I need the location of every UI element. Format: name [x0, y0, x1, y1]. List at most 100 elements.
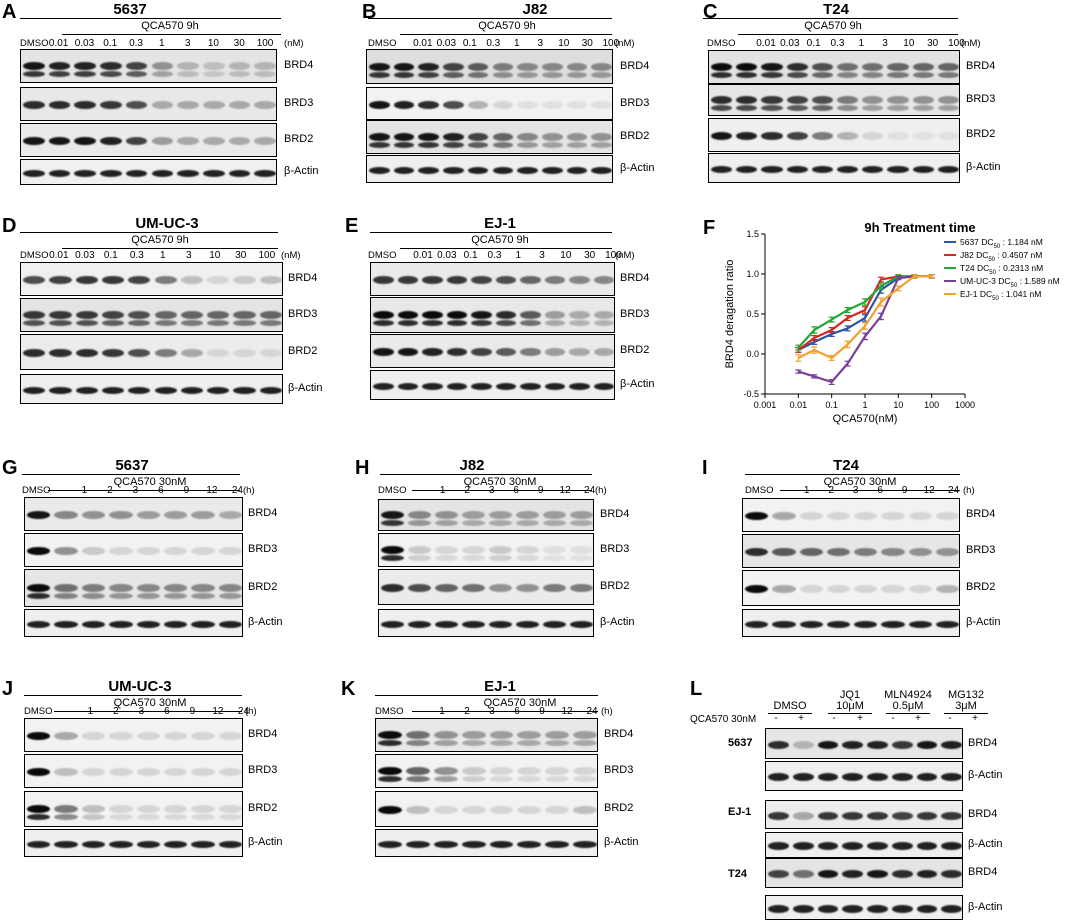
protein-band: [100, 101, 122, 109]
protein-band: [48, 137, 71, 145]
protein-band-lower: [81, 814, 106, 820]
dmso-label: DMSO: [378, 485, 407, 496]
protein-band: [228, 169, 251, 177]
lane-label: 3: [489, 706, 495, 717]
cell-underline: [20, 18, 281, 19]
protein-band: [218, 805, 242, 813]
dmso-label: DMSO: [368, 250, 397, 261]
western-blot-strip: [742, 570, 960, 606]
protein-band-lower: [937, 72, 959, 78]
lane-label: 100: [602, 38, 620, 49]
protein-band: [254, 169, 276, 177]
lane-label: 6: [514, 706, 520, 717]
protein-band: [566, 62, 588, 71]
western-blot-strip: [378, 533, 594, 567]
protein-label: BRD2: [248, 581, 278, 593]
legend-entry-T24: T24 DC50 : 0.2313 nM: [960, 263, 1043, 276]
protein-band-lower: [393, 142, 415, 148]
panel-letter-A: A: [2, 1, 17, 23]
protein-band: [418, 166, 440, 174]
protein-band: [573, 767, 597, 775]
cell-line-title: 5637: [115, 457, 149, 474]
protein-band: [405, 806, 430, 814]
y-tick-label: 0.5: [746, 309, 759, 319]
protein-band: [23, 276, 46, 284]
protein-band-lower: [887, 72, 909, 78]
protein-band: [393, 166, 415, 174]
protein-band: [826, 585, 850, 593]
western-blot-strip: [370, 334, 615, 368]
protein-band: [935, 512, 959, 520]
protein-band: [446, 382, 467, 390]
protein-band: [228, 62, 251, 70]
lane-label: 3: [537, 38, 544, 49]
protein-band: [837, 63, 859, 71]
protein-band: [544, 276, 565, 284]
protein-band-lower: [443, 142, 464, 148]
unit-label: (nM): [961, 38, 981, 49]
lane-label: 12: [561, 706, 573, 717]
protein-label: BRD4: [968, 736, 998, 749]
protein-band: [941, 870, 962, 878]
protein-band: [163, 768, 188, 776]
lane-label: 0.3: [486, 38, 501, 49]
protein-band: [81, 840, 106, 848]
protein-band: [941, 773, 962, 781]
protein-band: [591, 62, 612, 71]
protein-band: [233, 349, 256, 357]
protein-band: [817, 811, 839, 820]
protein-band: [916, 811, 938, 820]
protein-band: [517, 166, 538, 174]
treatment-sign: -: [891, 713, 895, 724]
protein-band-lower: [862, 105, 884, 111]
protein-band: [75, 276, 98, 284]
protein-band-lower: [151, 71, 174, 77]
western-blot-strip: [366, 87, 613, 120]
protein-label: BRD4: [248, 728, 278, 740]
western-blot-strip: [24, 609, 243, 637]
protein-band: [373, 382, 394, 390]
protein-band: [27, 805, 51, 813]
western-blot-strip: [370, 262, 615, 296]
protein-band-lower: [492, 71, 514, 78]
protein-band: [443, 166, 464, 174]
western-blot-strip: [765, 895, 963, 920]
protein-label: BRD4: [968, 807, 998, 820]
treatment-underline: [62, 248, 278, 249]
protein-band-lower: [75, 320, 98, 326]
protein-band: [854, 585, 878, 593]
protein-label: BRD4: [288, 272, 318, 284]
lane-label: 1: [803, 485, 810, 496]
lane-label: 100: [605, 250, 622, 261]
protein-band: [489, 546, 512, 554]
lane-label: 1: [515, 250, 522, 261]
protein-band: [711, 96, 733, 104]
western-blot-strip: [378, 499, 594, 531]
protein-band: [489, 767, 514, 775]
protein-band: [462, 511, 485, 519]
protein-band-lower: [23, 71, 45, 77]
protein-band: [471, 311, 492, 319]
lane-label: 1: [159, 38, 165, 49]
protein-band: [381, 620, 404, 628]
protein-band: [207, 349, 230, 357]
protein-band: [761, 96, 783, 104]
protein-band: [593, 348, 614, 356]
protein-label: β-Actin: [966, 616, 1001, 628]
protein-label: BRD3: [248, 543, 278, 555]
protein-band: [489, 806, 514, 814]
lane-label: 30: [235, 250, 247, 261]
protein-band: [393, 133, 415, 141]
protein-band: [520, 311, 541, 319]
protein-label: β-Actin: [248, 836, 283, 848]
lane-label: 1: [87, 706, 94, 717]
protein-band: [772, 585, 796, 593]
panel-letter-G: G: [2, 457, 18, 479]
western-blot-strip: [765, 800, 963, 829]
cell-line-title: UM-UC-3: [108, 678, 172, 695]
protein-band: [862, 132, 884, 140]
treatment-group-label: MG132: [947, 689, 985, 701]
protein-band-lower: [418, 71, 440, 78]
protein-band: [202, 137, 225, 145]
lane-label: 0.01: [413, 38, 433, 49]
